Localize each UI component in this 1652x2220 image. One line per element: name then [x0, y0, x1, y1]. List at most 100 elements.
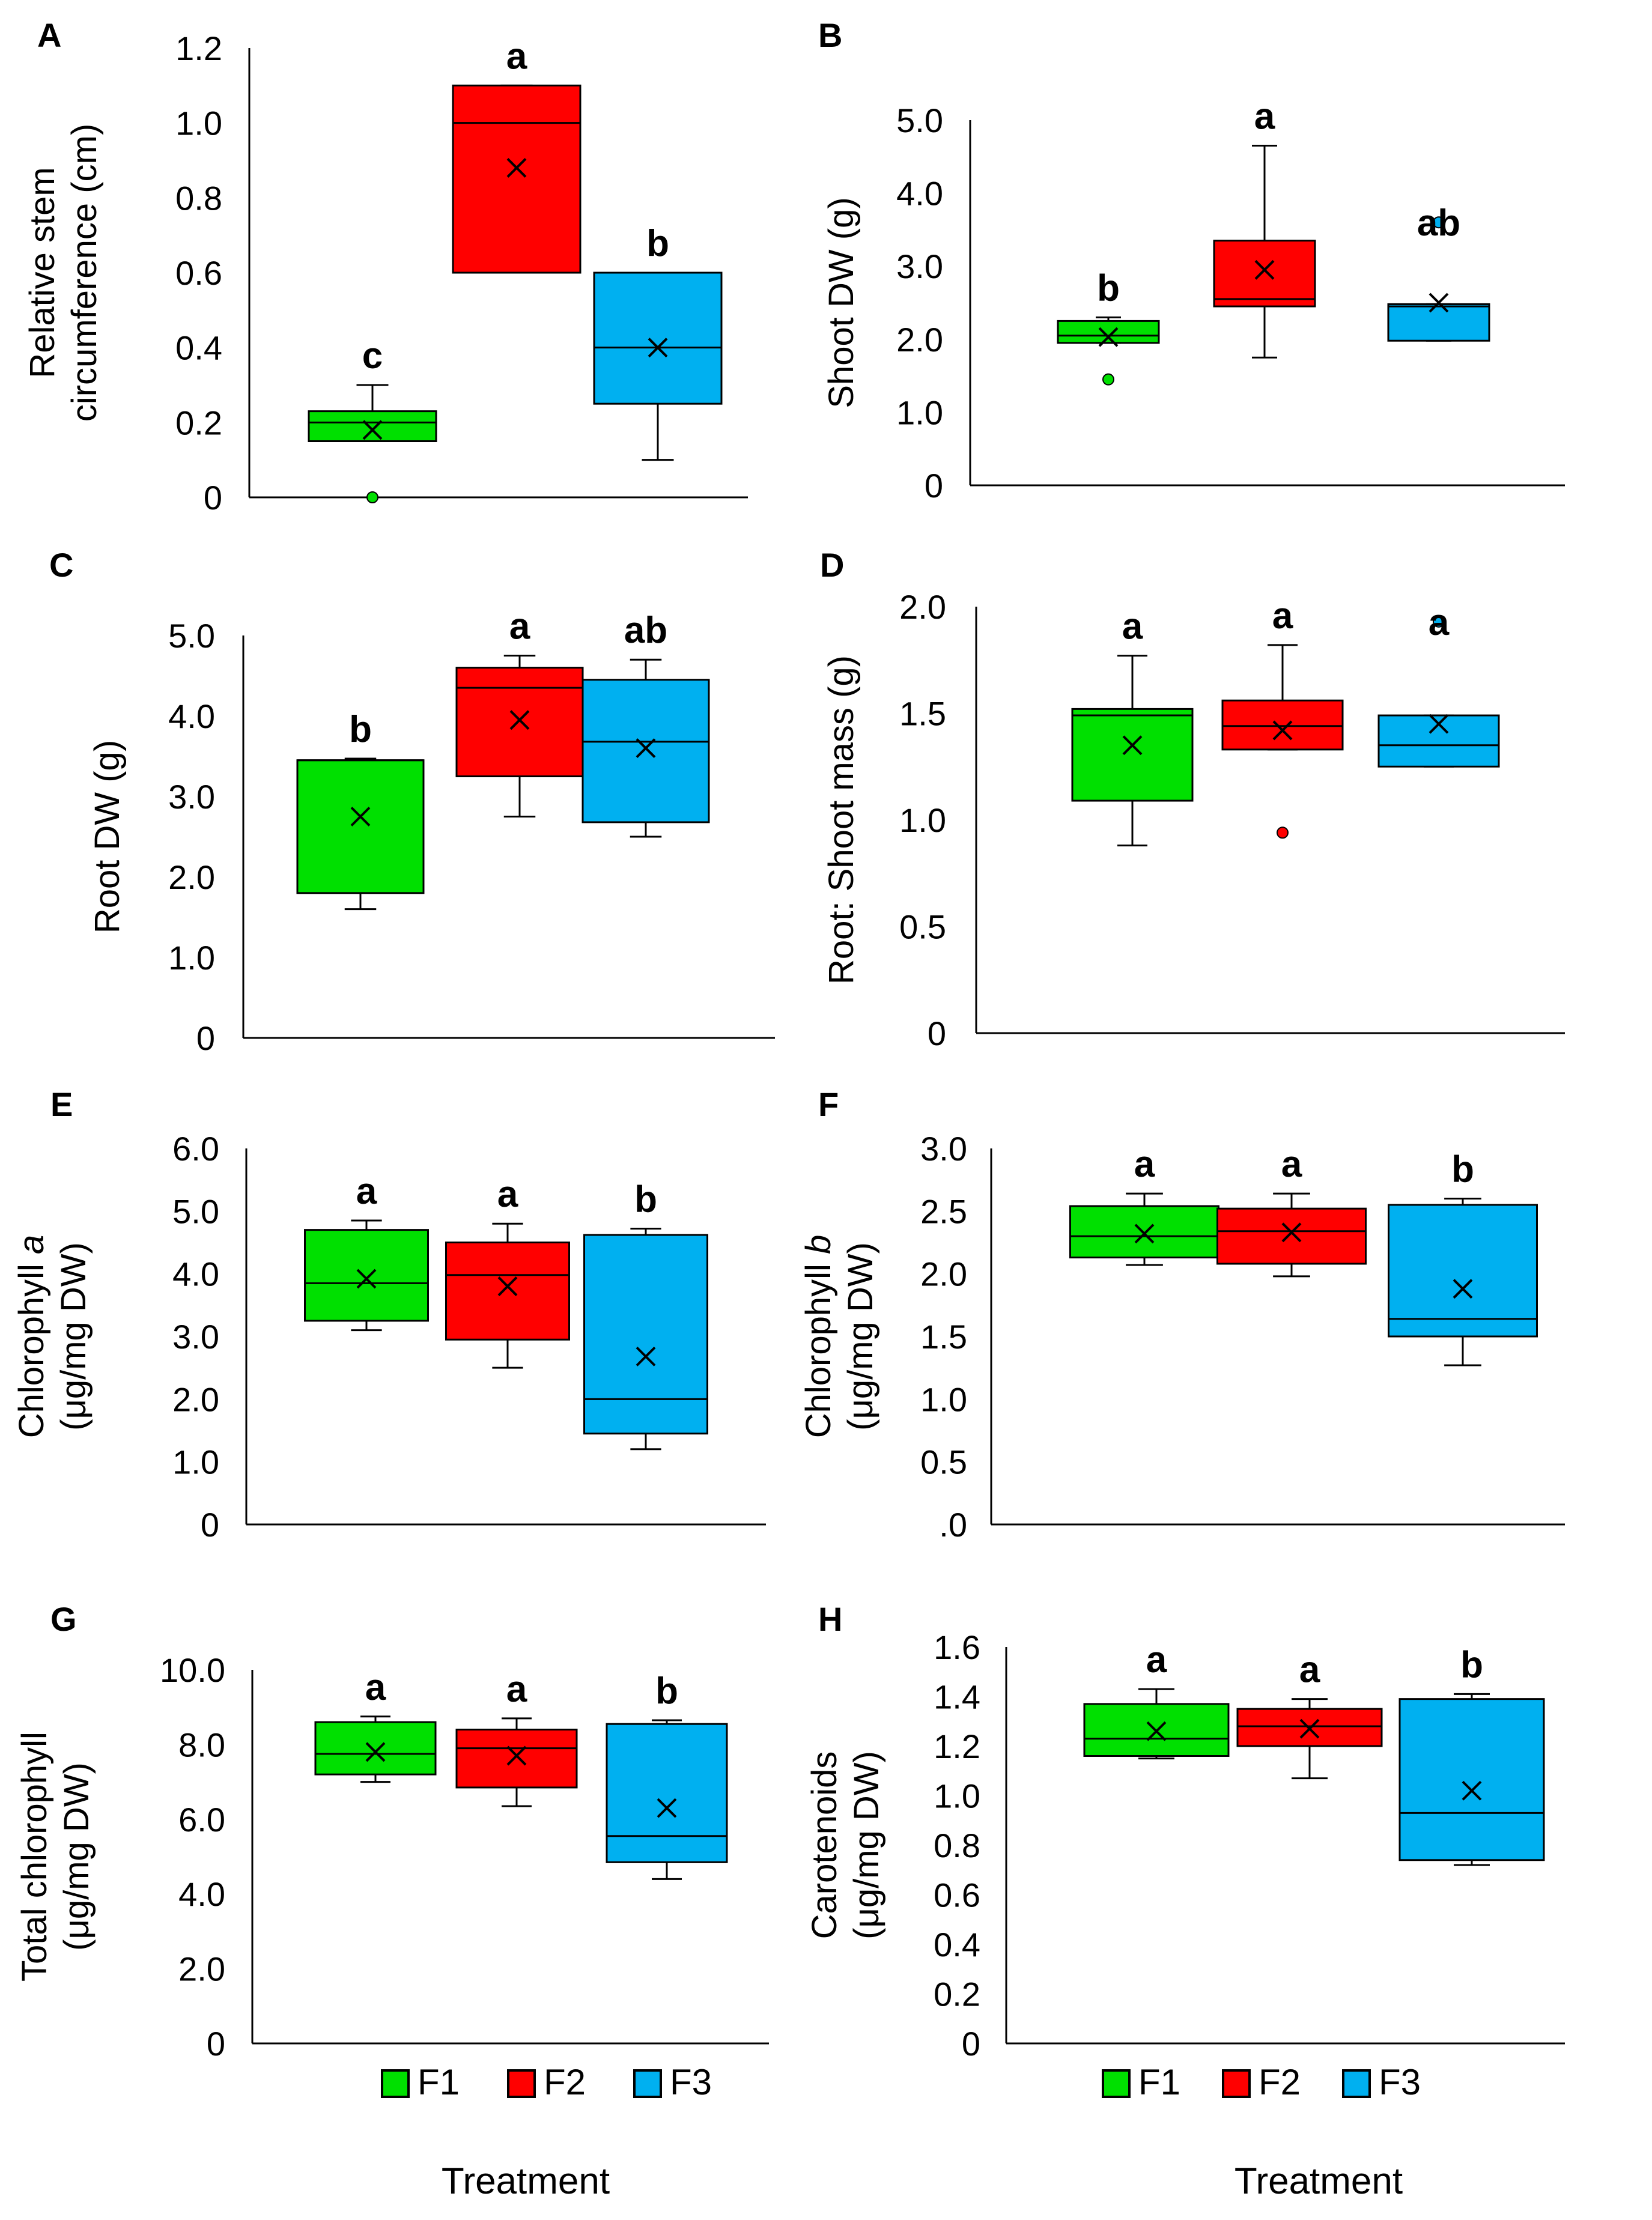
- panel-f-f1-box-group: a: [1069, 1144, 1219, 1266]
- panel-h: H 0 0.2 0.4 0.6 0.8 1.0 1.2 1.4 1.6 Carotenoids(μg…: [805, 1600, 1565, 2063]
- panel-b-ytick-label: 5.0: [896, 102, 943, 139]
- panel-h-y-axis-title-line: Carotenoids: [805, 1751, 844, 1939]
- panel-c-ytick-label: 4.0: [168, 697, 215, 735]
- panel-a-ytick-label: 0: [204, 479, 222, 517]
- panel-h-ytick-label: 1.6: [934, 1628, 980, 1666]
- panel-h-f2-mean-marker: [1299, 1718, 1320, 1739]
- panel-b-f3-box: [1387, 303, 1490, 342]
- panel-b-f2-box-group: a: [1213, 96, 1316, 359]
- legend-swatch-f1-right: [1102, 2069, 1131, 2098]
- legend-swatch-f3-right: [1342, 2069, 1371, 2098]
- panel-f-ytick-label: 1.5: [920, 1318, 967, 1356]
- panel-g-y-axis-title-line: Total chlorophyll: [15, 1732, 54, 1982]
- panel-f-ytick-label: 0.5: [920, 1443, 967, 1481]
- panel-g-f1-significance-letter: a: [365, 1667, 386, 1708]
- panel-d-y-axis-title: Root: Shoot mass (g): [822, 655, 861, 984]
- panel-c-f1-box: [296, 759, 425, 894]
- panel-c-letter: C: [49, 546, 73, 584]
- panel-c-ytick-label: 5.0: [168, 617, 215, 655]
- panel-h-f3-mean-marker: [1462, 1780, 1482, 1801]
- panel-f-f2-box-group: a: [1216, 1144, 1367, 1278]
- panel-g-f1-box: [314, 1721, 437, 1776]
- panel-h-ytick-label: 0.4: [934, 1926, 980, 1964]
- panel-b-ytick-label: 3.0: [896, 247, 943, 285]
- panel-d-f1-mean-marker: [1122, 735, 1143, 756]
- panel-c-f1-mean-marker: [350, 807, 371, 826]
- panel-h-f1-mean-marker: [1146, 1721, 1167, 1741]
- panel-h-f3-box: [1398, 1698, 1545, 1861]
- panel-f-y-axis-title: Chlorophyll b(μg/mg DW): [799, 1235, 880, 1439]
- panel-b-f1-mean-marker: [1098, 327, 1119, 347]
- panel-g-f3-box-group: b: [606, 1670, 728, 1880]
- panel-g-ytick-label: 8.0: [178, 1726, 225, 1764]
- panel-g-f2-box: [455, 1729, 578, 1789]
- panel-e-f1-significance-letter: a: [356, 1171, 377, 1212]
- panel-c-f2-box-group: a: [455, 606, 584, 817]
- panel-b-f1-box-group: b: [1057, 267, 1160, 386]
- panel-g-f3-mean-marker: [657, 1798, 677, 1818]
- panel-g-ytick-label: 0: [207, 2025, 225, 2063]
- panel-d-f3-mean-marker: [1429, 714, 1449, 734]
- panel-d-ytick-label: 2.0: [899, 588, 946, 626]
- panel-f-ytick-label: 1.0: [920, 1380, 967, 1418]
- panel-f-f3-significance-letter: b: [1451, 1148, 1474, 1190]
- panel-c-f3-box: [582, 679, 710, 823]
- legend-label-f3-right: F3: [1379, 2062, 1421, 2102]
- panel-f-y-axis-title-line: (μg/mg DW): [841, 1242, 880, 1431]
- panel-c-y-axis-title: Root DW (g): [88, 740, 127, 933]
- panel-h-f1-significance-letter: a: [1146, 1639, 1167, 1681]
- legend-swatch-f2-right: [1222, 2069, 1251, 2098]
- panel-a-y-axis-title-line: circumference (cm): [65, 124, 104, 422]
- panel-e-f2-box-group: a: [445, 1174, 570, 1369]
- panel-a-f2-mean-marker: [506, 158, 527, 178]
- panel-a-ytick-label: 0.4: [175, 329, 222, 367]
- legend-left: F1 F2 F3: [381, 2062, 712, 2102]
- panel-a-f3-significance-letter: b: [646, 223, 669, 264]
- panel-a-y-axis-title-line: Relative stem: [23, 167, 62, 378]
- panel-f-f2-box: [1216, 1207, 1367, 1265]
- panel-e-f3-mean-marker: [636, 1346, 656, 1366]
- panel-b-ytick-label: 4.0: [896, 175, 943, 213]
- panel-f-f1-significance-letter: a: [1134, 1144, 1155, 1185]
- legend-label-f1-right: F1: [1138, 2062, 1180, 2102]
- x-axis-title-left: Treatment: [442, 2161, 610, 2202]
- panel-g-y-axis-title-line: (μg/mg DW): [57, 1762, 96, 1951]
- panel-b-f3-mean-marker: [1429, 293, 1449, 313]
- panel-c-f3-significance-letter: ab: [624, 610, 667, 651]
- panel-a-ytick-label: 1.2: [175, 29, 222, 67]
- legend-label-f3: F3: [670, 2062, 712, 2102]
- panel-g-f2-mean-marker: [506, 1745, 527, 1766]
- panel-a-f3-mean-marker: [648, 338, 668, 358]
- panel-h-f3-significance-letter: b: [1460, 1644, 1483, 1685]
- panel-h-letter: H: [818, 1600, 842, 1638]
- panel-b-f1-significance-letter: b: [1097, 267, 1120, 309]
- panel-c-ytick-label: 3.0: [168, 778, 215, 816]
- panel-f-letter: F: [818, 1085, 839, 1123]
- panel-e-f3-significance-letter: b: [634, 1179, 657, 1221]
- legend-label-f2-right: F2: [1259, 2062, 1301, 2102]
- panel-c-f2-box: [455, 667, 584, 777]
- panel-b-f3-significance-letter: ab: [1417, 202, 1460, 244]
- panel-h-ytick-label: 0.6: [934, 1876, 980, 1914]
- panel-h-ytick-label: 1.0: [934, 1777, 980, 1815]
- panel-f-y-axis-title-italic: b: [799, 1235, 838, 1254]
- panel-e-y-axis-title-line: Chlorophyll a: [12, 1235, 51, 1439]
- panel-e-ytick-label: 5.0: [172, 1192, 219, 1230]
- panel-d-f3-box-group: a: [1377, 602, 1500, 768]
- panel-d-f3-outlier: [1433, 615, 1445, 628]
- panel-c-f3-box-group: ab: [582, 610, 710, 838]
- panel-f-f1-box: [1069, 1205, 1219, 1259]
- panel-a-ytick-label: 0.8: [175, 179, 222, 217]
- panel-e-ytick-label: 2.0: [172, 1380, 219, 1418]
- panel-h-ytick-label: 1.4: [934, 1678, 980, 1716]
- panel-c-f2-mean-marker: [509, 710, 530, 730]
- panel-b-y-axis-title: Shoot DW (g): [822, 197, 861, 408]
- panel-a-f3-box: [593, 271, 723, 405]
- panel-c-f1-box-group: b: [296, 709, 425, 911]
- panel-c-f3-mean-marker: [636, 738, 656, 759]
- legend-label-f2: F2: [544, 2062, 586, 2102]
- panel-d-ytick-label: 1.5: [899, 695, 946, 733]
- panel-a-f1-box: [308, 410, 437, 443]
- panel-d-f2-significance-letter: a: [1272, 595, 1293, 637]
- panel-e-ytick-label: 1.0: [172, 1443, 219, 1481]
